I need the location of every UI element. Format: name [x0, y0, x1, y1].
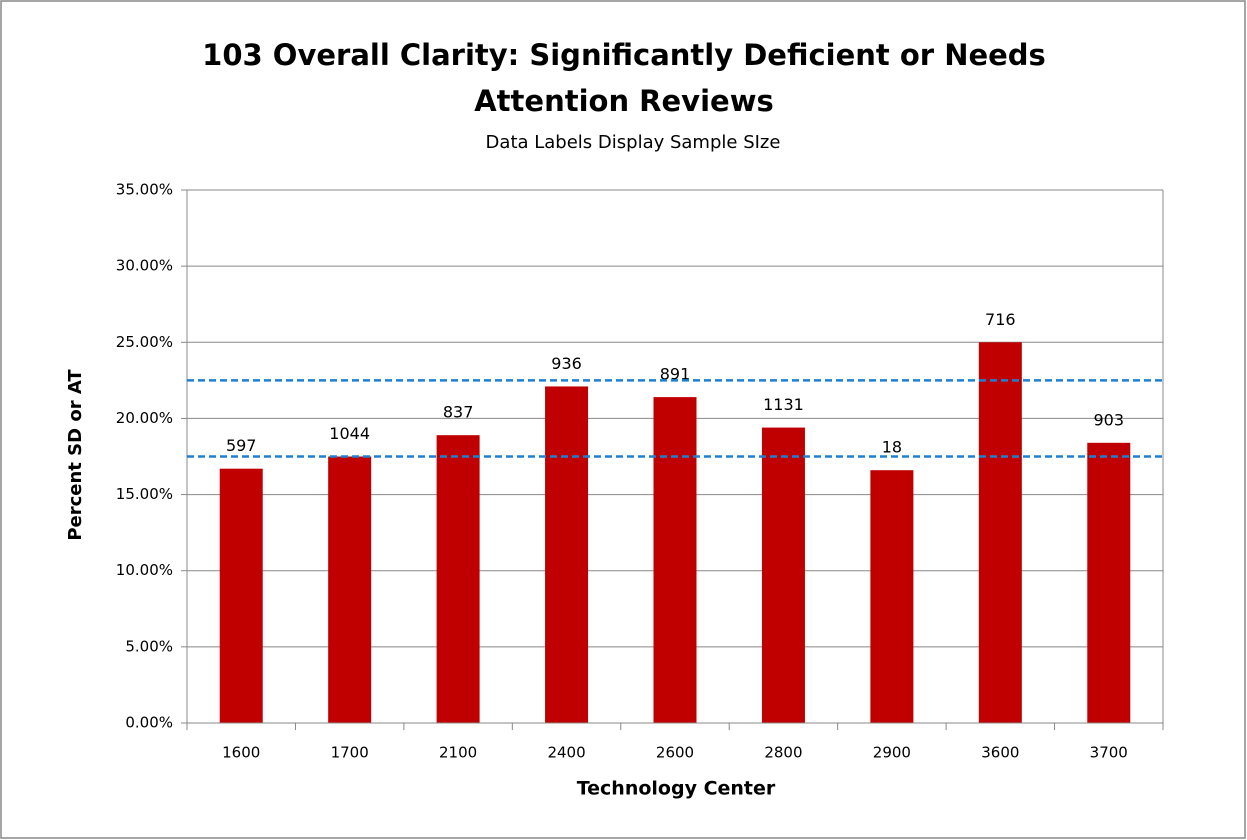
bar: [653, 397, 697, 723]
data-label: 1131: [763, 395, 804, 414]
x-axis-label: Technology Center: [577, 778, 776, 800]
y-tick-label: 15.00%: [116, 485, 173, 503]
y-tick-label: 30.00%: [116, 257, 173, 275]
y-tick-label: 25.00%: [116, 333, 173, 351]
x-tick-label: 2600: [656, 744, 694, 762]
y-tick-label: 20.00%: [116, 409, 173, 427]
y-tick-label: 10.00%: [116, 561, 173, 579]
chart-subtitle: Data Labels Display Sample SIze: [486, 132, 781, 153]
bar: [1087, 442, 1131, 723]
x-tick-label: 2400: [547, 744, 585, 762]
bar: [978, 342, 1022, 723]
x-tick-label: 2800: [764, 744, 802, 762]
data-label: 891: [660, 365, 691, 384]
bar: [761, 427, 805, 723]
bar: [545, 386, 589, 723]
y-axis-label: Percent SD or AT: [65, 369, 86, 541]
bar: [436, 435, 480, 723]
data-label: 903: [1094, 410, 1125, 429]
x-tick-label: 1600: [222, 744, 260, 762]
x-tick-label: 3600: [981, 744, 1019, 762]
data-label: 18: [882, 438, 902, 457]
data-label: 936: [551, 354, 582, 373]
y-tick-label: 0.00%: [125, 714, 173, 732]
y-tick-label: 35.00%: [116, 181, 173, 199]
data-label: 837: [443, 403, 474, 422]
bar: [328, 456, 372, 723]
x-tick-label: 3700: [1090, 744, 1128, 762]
bar: [219, 468, 263, 723]
chart-title: 103 Overall Clarity: Significantly Defic…: [202, 38, 1046, 118]
y-tick-label: 5.00%: [125, 637, 173, 655]
x-tick-label: 2100: [439, 744, 477, 762]
data-label: 597: [226, 436, 257, 455]
data-label: 1044: [329, 424, 370, 443]
x-tick-label: 1700: [331, 744, 369, 762]
bar: [870, 470, 914, 723]
x-tick-label: 2900: [873, 744, 911, 762]
data-label: 716: [985, 310, 1016, 329]
